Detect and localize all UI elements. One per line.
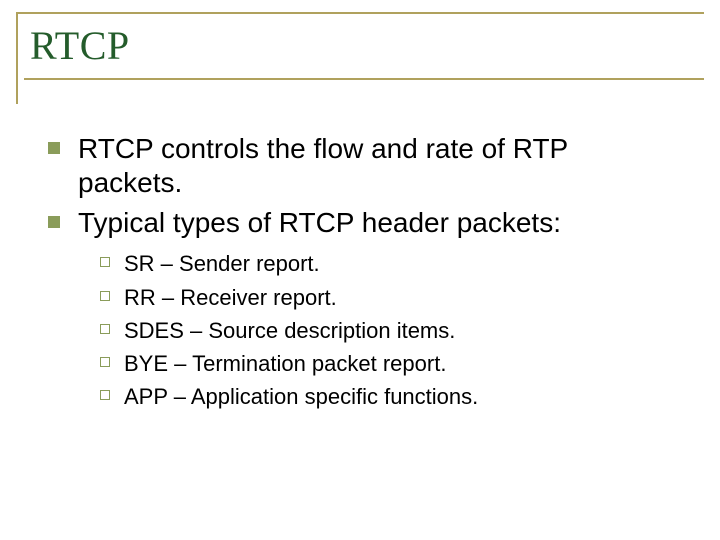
list-item: SR – Sender report. xyxy=(100,250,668,278)
hollow-square-bullet-icon xyxy=(100,324,110,334)
square-bullet-icon xyxy=(48,142,60,154)
list-item-text: APP – Application specific functions. xyxy=(124,383,478,411)
slide-body: RTCP controls the flow and rate of RTP p… xyxy=(48,132,668,416)
list-item-text: RTCP controls the flow and rate of RTP p… xyxy=(78,132,668,200)
list-item-text: Typical types of RTCP header packets: xyxy=(78,206,561,240)
list-item: RTCP controls the flow and rate of RTP p… xyxy=(48,132,668,200)
rule-left xyxy=(16,12,18,104)
slide-title: RTCP xyxy=(30,22,130,69)
list-item: APP – Application specific functions. xyxy=(100,383,668,411)
list-item-text: SDES – Source description items. xyxy=(124,317,455,345)
hollow-square-bullet-icon xyxy=(100,291,110,301)
sub-list: SR – Sender report. RR – Receiver report… xyxy=(100,250,668,411)
rule-under-title xyxy=(24,78,704,80)
list-item: Typical types of RTCP header packets: xyxy=(48,206,668,240)
hollow-square-bullet-icon xyxy=(100,357,110,367)
list-item: BYE – Termination packet report. xyxy=(100,350,668,378)
list-item-text: BYE – Termination packet report. xyxy=(124,350,446,378)
square-bullet-icon xyxy=(48,216,60,228)
hollow-square-bullet-icon xyxy=(100,257,110,267)
slide: RTCP RTCP controls the flow and rate of … xyxy=(0,0,720,540)
list-item: SDES – Source description items. xyxy=(100,317,668,345)
list-item: RR – Receiver report. xyxy=(100,284,668,312)
list-item-text: SR – Sender report. xyxy=(124,250,320,278)
hollow-square-bullet-icon xyxy=(100,390,110,400)
list-item-text: RR – Receiver report. xyxy=(124,284,337,312)
rule-top xyxy=(16,12,704,14)
